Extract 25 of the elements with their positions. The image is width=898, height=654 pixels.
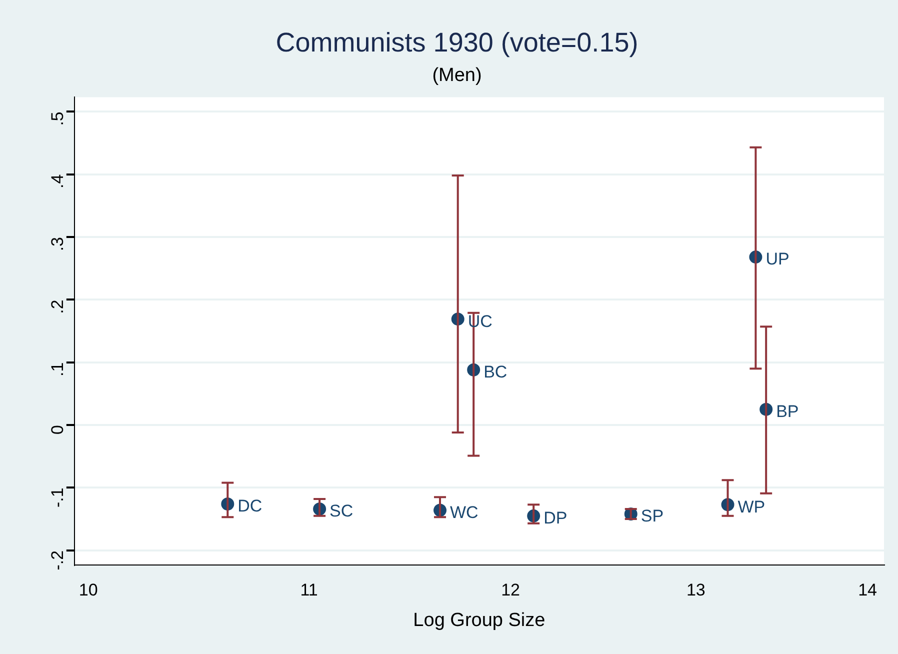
x-tick-label: 13 bbox=[686, 580, 706, 600]
y-tick-label: .2 bbox=[48, 300, 68, 314]
y-tick-label: 0 bbox=[48, 425, 68, 434]
y-tick-label: -.1 bbox=[48, 488, 68, 508]
y-tick-label: .4 bbox=[48, 174, 68, 188]
data-label: BP bbox=[776, 402, 799, 422]
data-label: SC bbox=[330, 502, 354, 521]
y-tick-label: .3 bbox=[48, 236, 68, 252]
x-tick-label: 14 bbox=[858, 580, 877, 600]
data-label: DC bbox=[238, 496, 262, 516]
chart-subtitle: (Men) bbox=[432, 65, 482, 86]
data-label: WP bbox=[738, 497, 766, 516]
y-tick-label: .5 bbox=[48, 112, 68, 126]
data-label: SP bbox=[640, 506, 664, 526]
x-tick-label: 11 bbox=[300, 580, 318, 600]
chart-title: Communists 1930 (vote=0.15) bbox=[276, 28, 638, 58]
x-axis-title: Log Group Size bbox=[413, 610, 546, 631]
data-label: BC bbox=[484, 362, 508, 382]
data-label: UP bbox=[766, 250, 790, 269]
x-tick-label: 12 bbox=[501, 580, 520, 600]
y-tick-label: .1 bbox=[48, 362, 68, 377]
data-label: DP bbox=[544, 508, 568, 528]
x-tick-label: 10 bbox=[78, 580, 98, 600]
data-label: WC bbox=[450, 502, 478, 522]
y-tick-label: -.2 bbox=[48, 550, 68, 570]
